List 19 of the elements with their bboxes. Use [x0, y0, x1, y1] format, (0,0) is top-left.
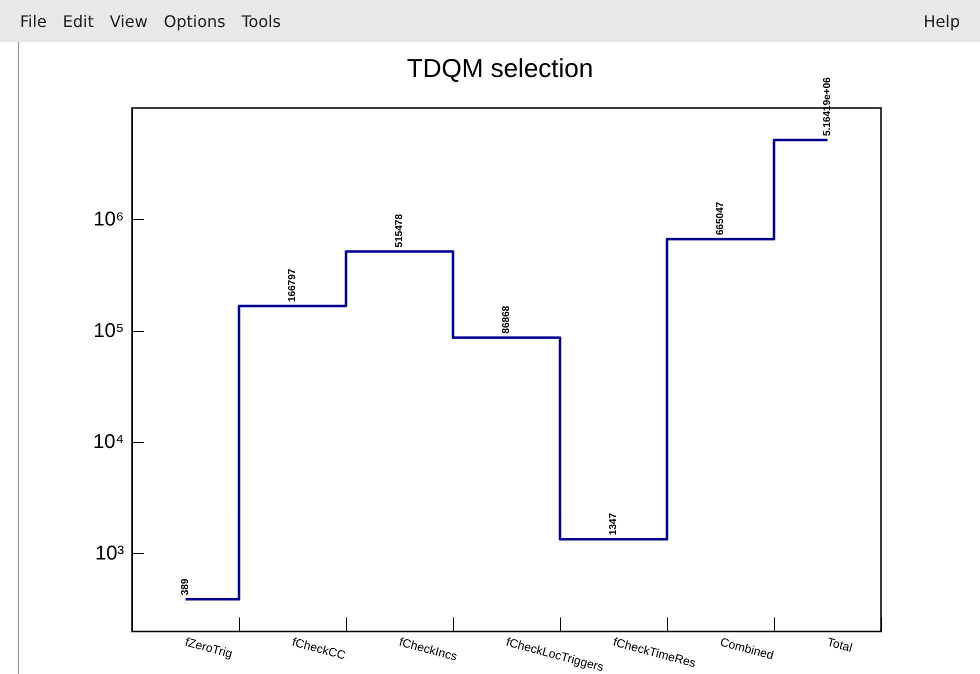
text: File: [20, 12, 47, 30]
data-label: 665047: [715, 201, 726, 236]
chart-title: TDQM selection: [406, 53, 594, 83]
y-tick-label: 10⁵: [93, 320, 124, 342]
text: Options: [164, 12, 226, 30]
text: View: [110, 12, 148, 30]
y-tick-label: 10⁴: [93, 431, 124, 454]
data-label: 515478: [394, 214, 405, 248]
data-label: 1347: [608, 512, 619, 536]
y-tick-label: 10⁶: [94, 208, 124, 230]
data-label: 5.16419e+06: [822, 76, 833, 136]
data-label: 166797: [287, 268, 298, 302]
text: Help: [924, 12, 960, 30]
data-label: 389: [180, 578, 191, 596]
text: Tools: [241, 12, 281, 30]
text: Edit: [62, 12, 94, 30]
data-label: 86868: [501, 305, 512, 334]
x-tick-label: Total: [826, 634, 854, 655]
y-tick-label: 10³: [95, 542, 124, 565]
